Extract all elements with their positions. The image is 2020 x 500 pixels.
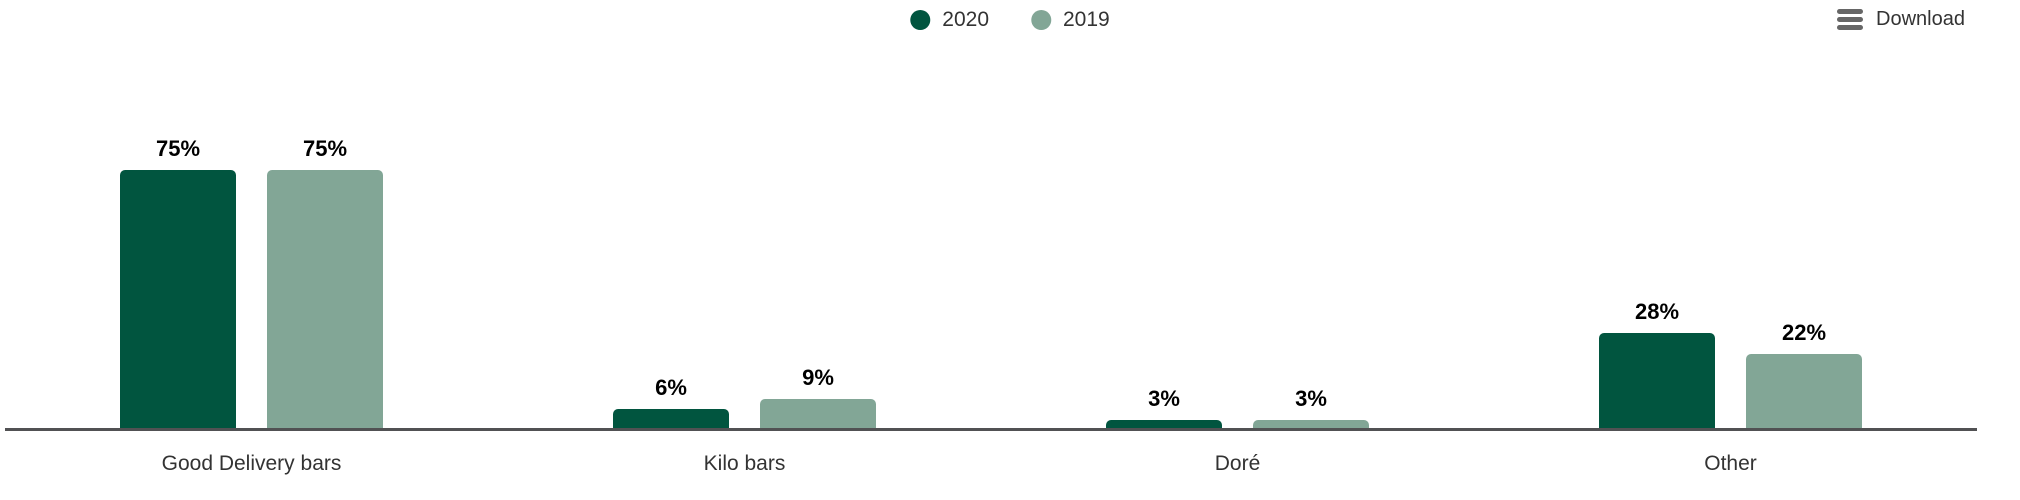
- x-axis-line: [5, 428, 1977, 431]
- bar-2020-category-1[interactable]: 6%: [613, 375, 729, 430]
- x-axis-label-0: Good Delivery bars: [161, 452, 342, 475]
- bar-2020-category-2[interactable]: 3%: [1106, 386, 1222, 430]
- legend-marker-2020-icon: [910, 10, 931, 30]
- data-label: 9%: [802, 365, 834, 390]
- data-label: 6%: [655, 375, 687, 400]
- x-axis-labels: Good Delivery bars Kilo bars Doré Other: [5, 452, 1977, 476]
- legend-item-2020[interactable]: 2020: [910, 8, 989, 32]
- plot-groups: 75% 75% 6% 9% 3% 3% 28% 22%: [5, 0, 1977, 430]
- bar-group-1: 6% 9%: [498, 0, 991, 430]
- data-label: 22%: [1781, 320, 1827, 345]
- data-label: 75%: [155, 136, 201, 161]
- download-label: Download: [1876, 8, 1965, 30]
- bar-2020-category-0[interactable]: 75%: [120, 136, 236, 430]
- x-axis-label-2: Doré: [1214, 452, 1261, 475]
- bar-2020-category-3[interactable]: 28%: [1599, 299, 1715, 430]
- legend-marker-2019-icon: [1031, 10, 1051, 30]
- x-axis-label-3: Other: [1704, 452, 1757, 475]
- data-label: 3%: [1148, 386, 1180, 411]
- bar-2019-category-3[interactable]: 22%: [1746, 320, 1862, 430]
- data-label: 3%: [1295, 386, 1327, 411]
- bar-2019-category-0[interactable]: 75%: [267, 136, 383, 430]
- download-button[interactable]: Download: [1837, 8, 1965, 31]
- legend-label-2019: 2019: [1063, 8, 1110, 31]
- bar-group-2: 3% 3%: [991, 0, 1484, 430]
- bar-group-3: 28% 22%: [1484, 0, 1977, 430]
- data-label: 28%: [1634, 299, 1680, 324]
- legend-item-2019[interactable]: 2019: [1031, 8, 1110, 32]
- legend-label-2020: 2020: [942, 8, 989, 31]
- x-axis-label-1: Kilo bars: [703, 452, 786, 475]
- bar-group-0: 75% 75%: [5, 0, 498, 430]
- bar-2019-category-1[interactable]: 9%: [760, 365, 876, 430]
- legend: 2020 2019: [910, 8, 1110, 32]
- hamburger-menu-icon: [1837, 9, 1864, 30]
- data-label: 75%: [302, 136, 348, 161]
- bar-2019-category-2[interactable]: 3%: [1253, 386, 1369, 430]
